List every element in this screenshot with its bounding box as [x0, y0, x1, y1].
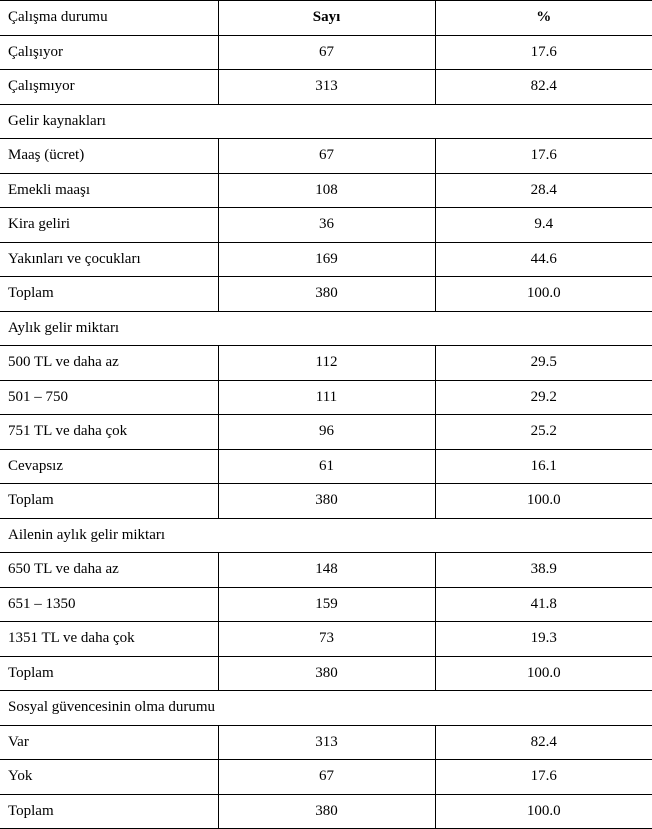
row-label: Toplam — [0, 794, 218, 829]
section-header-row: Sosyal güvencesinin olma durumu — [0, 691, 652, 726]
table-row: Emekli maaşı10828.4 — [0, 173, 652, 208]
table-row: 1351 TL ve daha çok 7319.3 — [0, 622, 652, 657]
data-table-container: Çalışma durumuSayı%Çalışıyor 6717.6Çalış… — [0, 0, 652, 829]
section-title: Aylık gelir miktarı — [0, 311, 652, 346]
row-label: 500 TL ve daha az — [0, 346, 218, 381]
row-percent: 100.0 — [435, 794, 652, 829]
row-count: 380 — [218, 484, 435, 519]
table-row: Çalışıyor 6717.6 — [0, 35, 652, 70]
table-row: Toplam380100.0 — [0, 484, 652, 519]
table-row: 751 TL ve daha çok 9625.2 — [0, 415, 652, 450]
row-label: Cevapsız — [0, 449, 218, 484]
row-label: Kira geliri — [0, 208, 218, 243]
row-count: 111 — [218, 380, 435, 415]
row-percent: 38.9 — [435, 553, 652, 588]
data-table: Çalışma durumuSayı%Çalışıyor 6717.6Çalış… — [0, 0, 652, 829]
row-count: 73 — [218, 622, 435, 657]
row-count: 159 — [218, 587, 435, 622]
row-label: Toplam — [0, 656, 218, 691]
table-row: 650 TL ve daha az14838.9 — [0, 553, 652, 588]
row-count: 112 — [218, 346, 435, 381]
row-label: Var — [0, 725, 218, 760]
table-row: 651 – 135015941.8 — [0, 587, 652, 622]
row-percent: 100.0 — [435, 484, 652, 519]
row-label: Çalışmıyor — [0, 70, 218, 105]
row-count: 169 — [218, 242, 435, 277]
row-label: 501 – 750 — [0, 380, 218, 415]
section-header-row: Aylık gelir miktarı — [0, 311, 652, 346]
row-percent: 82.4 — [435, 725, 652, 760]
row-count: 36 — [218, 208, 435, 243]
row-percent: 9.4 — [435, 208, 652, 243]
row-percent: 100.0 — [435, 656, 652, 691]
row-label: 751 TL ve daha çok — [0, 415, 218, 450]
row-label: 651 – 1350 — [0, 587, 218, 622]
table-row: 500 TL ve daha az11229.5 — [0, 346, 652, 381]
row-percent: 82.4 — [435, 70, 652, 105]
col-header-count: Sayı — [218, 1, 435, 36]
table-row: Maaş (ücret) 6717.6 — [0, 139, 652, 174]
row-percent: 19.3 — [435, 622, 652, 657]
table-row: 501 – 75011129.2 — [0, 380, 652, 415]
row-label: Çalışıyor — [0, 35, 218, 70]
row-count: 148 — [218, 553, 435, 588]
row-count: 67 — [218, 35, 435, 70]
row-percent: 16.1 — [435, 449, 652, 484]
section-title: Ailenin aylık gelir miktarı — [0, 518, 652, 553]
col-header-percent: % — [435, 1, 652, 36]
section-header-row: Gelir kaynakları — [0, 104, 652, 139]
table-row: Toplam380100.0 — [0, 277, 652, 312]
table-row: Kira geliri 36 9.4 — [0, 208, 652, 243]
row-percent: 44.6 — [435, 242, 652, 277]
table-row: Cevapsız 6116.1 — [0, 449, 652, 484]
row-percent: 17.6 — [435, 35, 652, 70]
row-count: 96 — [218, 415, 435, 450]
row-label: Toplam — [0, 277, 218, 312]
section-title: Gelir kaynakları — [0, 104, 652, 139]
table-row: Yakınları ve çocukları16944.6 — [0, 242, 652, 277]
row-label: Maaş (ücret) — [0, 139, 218, 174]
row-count: 313 — [218, 725, 435, 760]
row-count: 380 — [218, 794, 435, 829]
section-title: Sosyal güvencesinin olma durumu — [0, 691, 652, 726]
row-percent: 17.6 — [435, 139, 652, 174]
table-row: Toplam380100.0 — [0, 794, 652, 829]
row-count: 380 — [218, 656, 435, 691]
row-label: Toplam — [0, 484, 218, 519]
row-count: 67 — [218, 139, 435, 174]
row-count: 313 — [218, 70, 435, 105]
row-count: 61 — [218, 449, 435, 484]
row-percent: 41.8 — [435, 587, 652, 622]
row-count: 380 — [218, 277, 435, 312]
table-header-row: Çalışma durumuSayı% — [0, 1, 652, 36]
row-percent: 17.6 — [435, 760, 652, 795]
row-label: 650 TL ve daha az — [0, 553, 218, 588]
table-row: Toplam380100.0 — [0, 656, 652, 691]
row-percent: 28.4 — [435, 173, 652, 208]
row-percent: 29.5 — [435, 346, 652, 381]
row-label: Emekli maaşı — [0, 173, 218, 208]
row-count: 67 — [218, 760, 435, 795]
table-row: Var31382.4 — [0, 725, 652, 760]
row-percent: 29.2 — [435, 380, 652, 415]
row-label: Yakınları ve çocukları — [0, 242, 218, 277]
row-count: 108 — [218, 173, 435, 208]
row-percent: 25.2 — [435, 415, 652, 450]
col-header-label: Çalışma durumu — [0, 1, 218, 36]
table-row: Yok 6717.6 — [0, 760, 652, 795]
row-label: 1351 TL ve daha çok — [0, 622, 218, 657]
table-row: Çalışmıyor31382.4 — [0, 70, 652, 105]
row-percent: 100.0 — [435, 277, 652, 312]
table-body: Çalışma durumuSayı%Çalışıyor 6717.6Çalış… — [0, 1, 652, 829]
section-header-row: Ailenin aylık gelir miktarı — [0, 518, 652, 553]
row-label: Yok — [0, 760, 218, 795]
